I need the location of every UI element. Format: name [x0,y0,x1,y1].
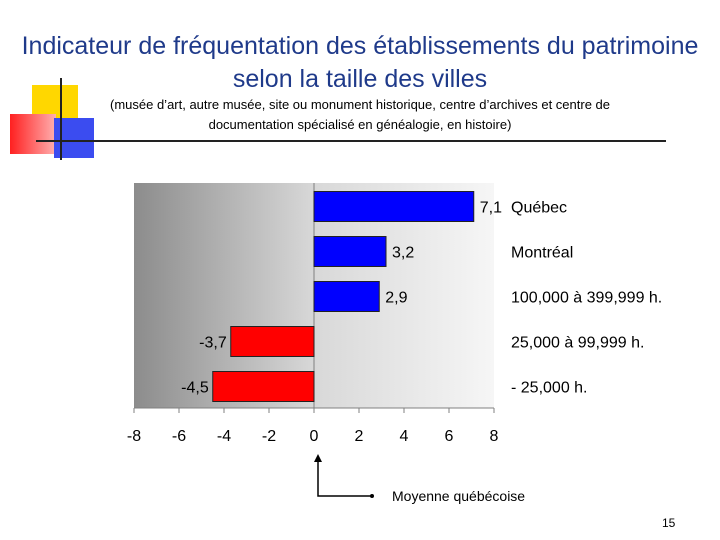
category-label: Montréal [511,245,573,262]
bar [230,326,315,357]
slide-subtitle: (musée d’art, autre musée, site ou monum… [109,97,611,132]
category-label: Québec [511,200,567,217]
data-label: 7,1 [480,200,502,217]
annotation-dot [370,494,374,498]
slide-title: Indicateur de fréquentation des établiss… [21,32,699,93]
x-tick-label: -2 [262,428,276,445]
category-label: 25,000 à 99,999 h. [511,335,644,352]
x-tick-label: 8 [490,428,499,445]
bar [313,191,475,222]
x-tick-label: -8 [127,428,141,445]
category-label: 100,000 à 399,999 h. [511,290,662,307]
average-annotation: Moyenne québécoise [392,488,526,504]
data-label: -4,5 [181,380,209,397]
deco-horizontal-line [36,140,666,142]
annotation-line [317,460,372,497]
deco-red-square [10,114,56,154]
x-tick-label: 2 [355,428,364,445]
annotation-arrowhead [314,454,322,462]
data-label: 3,2 [392,245,414,262]
x-tick-label: -6 [172,428,186,445]
page-number: 15 [662,516,676,530]
data-label: 2,9 [385,290,407,307]
category-label: - 25,000 h. [511,380,588,397]
deco-vertical-line [60,78,62,160]
x-tick-label: 4 [400,428,409,445]
bar [313,281,380,312]
x-tick-label: -4 [217,428,231,445]
bar [313,236,387,267]
data-label: -3,7 [199,335,227,352]
bar [212,371,315,402]
x-tick-label: 0 [310,428,319,445]
x-tick-label: 6 [445,428,454,445]
